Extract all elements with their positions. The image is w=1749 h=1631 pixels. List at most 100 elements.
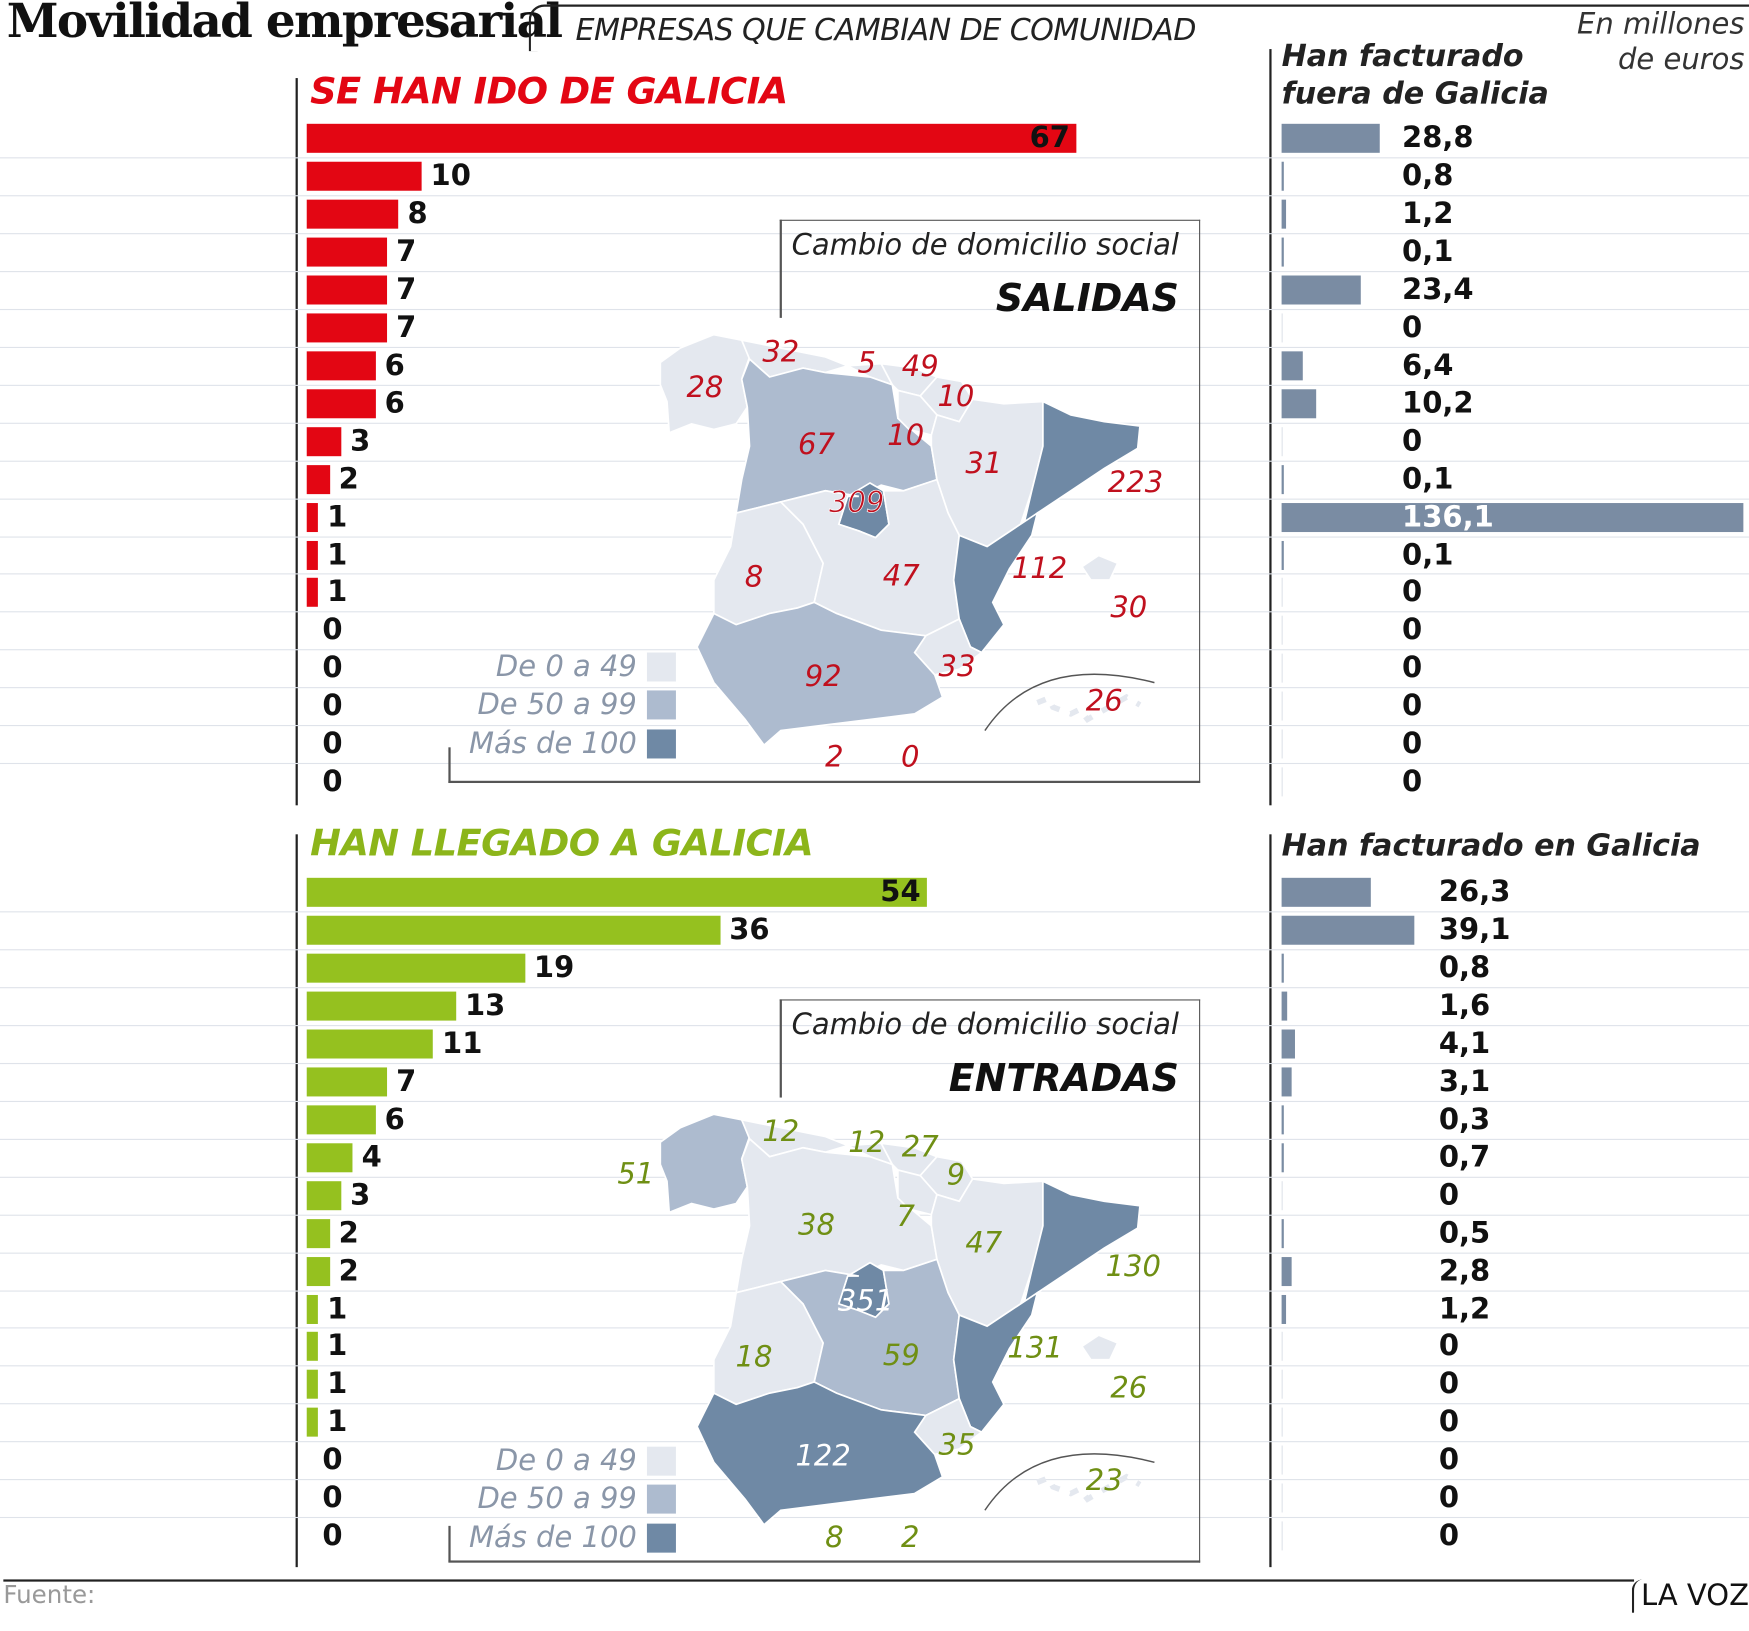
bar-1 [1281,237,1284,267]
map-value-label: 12 [848,1125,885,1159]
bar-value: 23,4 [1402,273,1474,307]
legend-label: De 0 a 49 [495,650,637,684]
map-region-castilla-y-le-n [735,357,938,515]
subtitle: EMPRESAS QUE CAMBIAN DE COMUNIDAD [575,13,1197,48]
map-value-label: 131 [1007,1330,1062,1364]
map-box-edge [448,1560,1201,1563]
bar-3 [1281,877,1371,907]
bar-value: 1 [327,575,348,610]
bar-value: 7 [396,273,417,307]
legend-label: De 50 a 99 [477,688,637,722]
row-separator [0,987,1749,989]
bar-value: 10 [430,159,471,193]
bar-2 [306,1067,388,1097]
row-separator [0,1024,1749,1026]
map-value-label: 10 [937,379,974,413]
bar-3 [1281,1256,1292,1286]
map-value-label: 9 [947,1158,965,1192]
bar-3 [1281,953,1285,983]
bar-value: 0 [322,613,343,648]
bar-value: 4 [361,1140,382,1175]
map-box-edge [779,999,782,1098]
bar-3 [1281,1218,1284,1248]
map-value-label: 51 [617,1156,654,1190]
bar-2 [306,1105,376,1135]
bar-value: 0,1 [1402,538,1454,572]
footer-rule [3,1579,1635,1582]
map-value-label: 59 [883,1338,920,1372]
row-separator [0,195,1749,197]
bar-0 [306,464,330,494]
map-title-salidas: SALIDAS [995,276,1179,322]
bar-2 [306,1256,330,1286]
bar-1 [1281,388,1317,418]
bar-value: 0 [1402,613,1423,648]
bar-value: 1,6 [1438,989,1491,1023]
map-value-label: 47 [965,1226,1002,1260]
map-box-edge [448,780,1201,783]
divider-right-top [1269,49,1272,806]
bar-value: 8 [407,197,428,231]
brand-logo: LA VOZ [1632,1579,1749,1613]
bar-value: 6,4 [1402,348,1454,383]
bar-0 [306,426,342,456]
source-label: Fuente: [3,1581,96,1610]
bar-1 [1281,540,1284,570]
bar-0 [306,540,319,570]
map-value-label: 309 [829,485,884,519]
subtitle-frame [528,4,1749,52]
bar-value: 19 [533,951,575,985]
map-value-label: 30 [1110,590,1147,624]
legend-label: Más de 100 [468,727,637,761]
map-value-label: 67 [798,427,835,461]
bar-value: 2 [338,1254,359,1288]
bar-value: 6 [384,348,405,383]
map-region-baleares [1080,1334,1119,1361]
bar-2 [306,1332,319,1362]
map-value-label: 112 [1012,551,1067,585]
map-value-label: 130 [1106,1249,1161,1283]
legend-label: De 50 a 99 [477,1482,637,1516]
bar-3 [1281,1521,1283,1551]
bar-3 [1281,1332,1283,1362]
bar-1 [1281,578,1283,608]
bar-0 [306,275,388,305]
bar-2 [306,991,457,1021]
legend-swatch [646,1523,676,1553]
bar-1 [1281,351,1304,381]
bar-1 [1281,502,1744,532]
map-value-label: 18 [736,1339,773,1373]
bar-value: 1 [327,500,348,534]
bar-value: 7 [396,1064,417,1099]
bar-2 [306,1407,319,1437]
map-box-edge [779,219,782,318]
bar-3 [1281,1067,1293,1097]
bar-value: 0 [1402,689,1423,724]
bar-1 [1281,767,1283,797]
bar-value: 0,5 [1438,1216,1491,1250]
bar-value: 0 [1438,1329,1460,1364]
bar-3 [1281,1180,1283,1210]
bar-value: 0 [322,651,343,686]
bar-3 [1281,1370,1283,1400]
bar-value: 54 [880,875,921,910]
bar-value: 1 [327,1405,348,1440]
map-region-galicia [659,1113,751,1214]
bar-value: 0 [322,727,343,761]
map-region-catalu-a [1022,400,1141,527]
units-line-2: de euros [1618,43,1745,77]
legend-label: Más de 100 [468,1521,637,1555]
bar-2 [306,1142,353,1172]
map-value-label: 351 [838,1284,893,1318]
bar-value: 36 [729,913,770,947]
row-separator [0,270,1749,272]
bar-3 [1281,991,1288,1021]
row-separator [0,725,1749,727]
map-region-canarias [1036,693,1142,724]
bar-3 [1281,1445,1283,1475]
bar-2 [306,1294,319,1324]
bar-value: 136,1 [1402,500,1494,534]
bar-value: 0 [1438,1481,1460,1515]
divider-right-bottom [1269,834,1272,1568]
